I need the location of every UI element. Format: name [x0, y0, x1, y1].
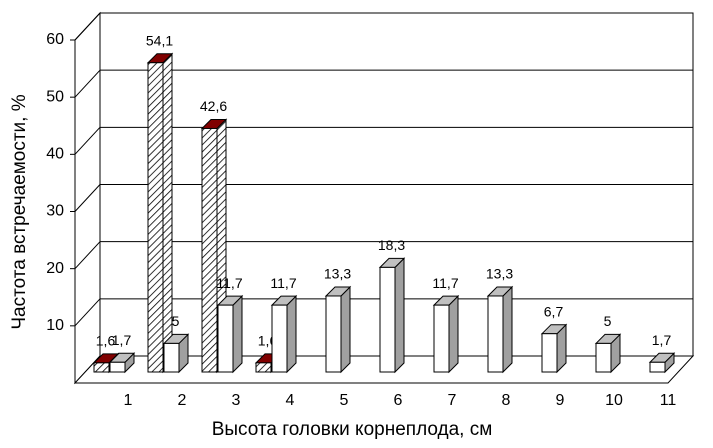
value-label: 1,7 [652, 332, 672, 348]
y-tick-label: 40 [46, 146, 64, 163]
bar-front [541, 333, 558, 373]
bar [216, 294, 244, 374]
value-label: 13,3 [486, 266, 513, 282]
x-tick-label: 7 [448, 392, 457, 409]
bar [108, 352, 136, 374]
bar-front [255, 362, 272, 373]
value-label: 1,6 [96, 333, 116, 349]
x-axis-title: Высота головки корнеплода, см [212, 419, 493, 440]
bar-side [286, 294, 297, 374]
y-tick-label: 60 [46, 31, 64, 48]
bar [540, 323, 568, 374]
bar [270, 294, 298, 374]
bar-side [394, 257, 405, 374]
bar-front [649, 361, 666, 373]
bar [146, 52, 174, 374]
bar-front [433, 304, 450, 373]
bar-side [502, 285, 513, 374]
x-tick-label: 1 [124, 392, 133, 409]
grid-line [74, 184, 101, 212]
grid-line [74, 241, 101, 270]
grid-line [74, 298, 101, 327]
y-tick-label: 30 [46, 203, 64, 220]
value-label: 6,7 [544, 303, 564, 319]
x-tick-label: 3 [232, 392, 241, 409]
bar-front [201, 127, 218, 373]
bar-side [448, 294, 459, 374]
bar [486, 285, 514, 374]
value-label: 18,3 [378, 237, 405, 253]
bar [378, 257, 406, 374]
bar-front [325, 295, 342, 373]
y-tick-label: 20 [46, 260, 64, 277]
bar-front [217, 304, 234, 373]
bar-side [340, 285, 351, 374]
bar-side [232, 294, 243, 374]
value-label: 5 [172, 313, 180, 329]
x-tick-label: 9 [556, 392, 565, 409]
grid-line [74, 12, 101, 41]
bar-front [379, 266, 396, 373]
x-tick-label: 4 [286, 392, 295, 409]
grid-line [74, 126, 101, 155]
bar-front [595, 342, 612, 373]
x-tick-label: 10 [605, 392, 623, 409]
x-tick-label: 8 [502, 392, 511, 409]
bar-front [163, 342, 180, 373]
x-tick-label: 6 [394, 392, 403, 409]
value-label: 1,7 [112, 332, 132, 348]
value-label: 54,1 [146, 32, 173, 48]
x-tick-label: 11 [660, 392, 677, 409]
x-tick-label: 5 [340, 392, 349, 409]
bar-front [271, 304, 288, 373]
bar [594, 333, 622, 374]
bar-front [487, 295, 504, 373]
bar-front [147, 62, 164, 373]
value-label: 5 [604, 313, 612, 329]
value-label: 11,7 [216, 275, 242, 291]
bar [432, 294, 460, 374]
value-label: 11,7 [432, 275, 458, 291]
x-tick-label: 2 [178, 392, 187, 409]
y-tick-label: 10 [46, 317, 64, 334]
bar [324, 285, 352, 374]
bar [648, 352, 676, 374]
value-label: 13,3 [324, 266, 351, 282]
bar-front [109, 361, 126, 373]
y-axis-title: Частота встречаемости, % [9, 94, 30, 329]
bar-front [93, 362, 110, 373]
value-label: 42,6 [200, 98, 227, 114]
value-label: 11,7 [270, 275, 296, 291]
bar [162, 333, 190, 374]
y-tick-label: 50 [46, 88, 64, 105]
grid-line [74, 69, 101, 98]
